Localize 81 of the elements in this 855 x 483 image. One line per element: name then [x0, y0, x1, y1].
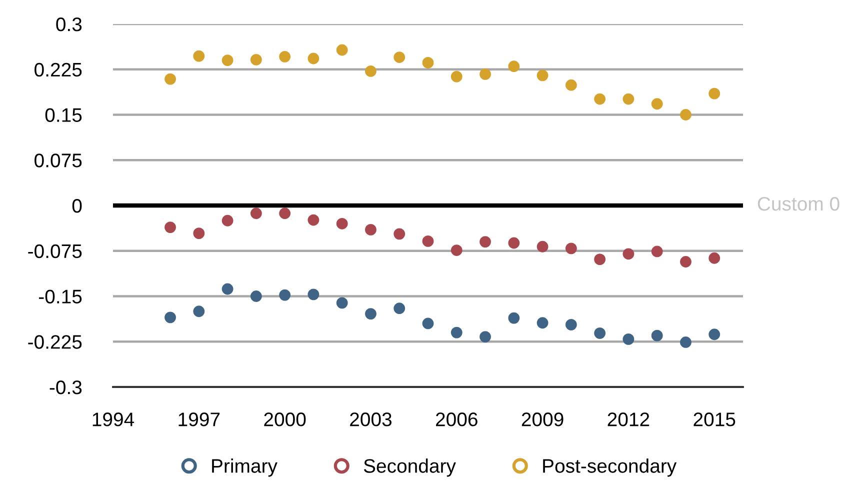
point — [365, 308, 376, 320]
point — [508, 312, 520, 324]
point — [193, 228, 205, 240]
point — [394, 52, 406, 63]
y-tick-label: 0.075 — [34, 154, 82, 168]
point — [365, 65, 376, 77]
point — [708, 328, 720, 340]
legend-label: Secondary — [364, 458, 456, 477]
y-tick-label: -0.3 — [50, 380, 82, 394]
point — [536, 240, 548, 252]
point — [508, 237, 520, 249]
point — [708, 88, 720, 100]
point — [394, 228, 406, 240]
point — [164, 73, 176, 85]
point — [651, 330, 663, 342]
x-tick-label: 2009 — [522, 412, 564, 426]
y-tick-label: 0 — [72, 198, 82, 213]
point — [651, 98, 663, 110]
x-tick-label: 2012 — [608, 412, 650, 426]
point — [422, 235, 434, 247]
point — [279, 50, 291, 62]
point — [594, 93, 606, 105]
point — [308, 214, 320, 226]
point — [336, 218, 348, 230]
legend-label: Primary — [212, 458, 278, 477]
point — [193, 306, 205, 318]
point — [450, 70, 462, 82]
point — [480, 331, 491, 342]
point — [708, 252, 720, 264]
point — [222, 54, 234, 66]
x-tick-label: 1994 — [92, 412, 134, 426]
point — [394, 302, 406, 314]
point — [622, 93, 634, 105]
point — [594, 254, 606, 266]
y-tick-label: 0.15 — [45, 108, 82, 122]
point — [508, 60, 520, 72]
point — [680, 256, 692, 268]
point — [308, 288, 320, 300]
x-tick-label: 2000 — [264, 412, 306, 426]
point — [365, 224, 376, 236]
point — [222, 283, 234, 295]
point — [336, 297, 348, 309]
point — [422, 318, 434, 330]
point — [336, 44, 348, 56]
point — [622, 334, 634, 345]
x-tick-label: 2015 — [694, 412, 736, 426]
point — [536, 317, 548, 329]
ref-line-label: Custom 0 — [758, 196, 840, 211]
y-tick-label: -0.225 — [28, 335, 82, 349]
y-tick-label: 0.225 — [34, 62, 82, 77]
legend-label: Post-secondary — [543, 458, 677, 477]
point — [565, 79, 577, 91]
point — [536, 70, 548, 82]
point — [164, 312, 176, 324]
y-tick-label: -0.075 — [28, 244, 82, 258]
point — [308, 52, 320, 64]
point — [279, 208, 291, 220]
point — [164, 222, 176, 233]
point — [651, 246, 663, 258]
x-tick-label: 1997 — [178, 412, 220, 426]
point — [222, 214, 234, 226]
y-tick-label: -0.15 — [38, 290, 82, 304]
x-tick-label: 2003 — [350, 412, 392, 426]
point — [594, 327, 606, 339]
point — [279, 289, 291, 301]
point — [565, 318, 577, 330]
point — [250, 54, 262, 66]
point — [450, 244, 462, 256]
point — [680, 109, 692, 120]
point — [193, 50, 205, 62]
y-tick-label: 0.3 — [56, 17, 82, 32]
point — [480, 68, 491, 80]
x-tick-label: 2006 — [436, 412, 478, 426]
point — [422, 57, 434, 68]
point — [622, 248, 634, 260]
point — [250, 290, 262, 302]
point — [680, 336, 692, 348]
point — [250, 208, 262, 220]
point — [480, 236, 491, 248]
point — [450, 326, 462, 338]
point — [565, 242, 577, 254]
